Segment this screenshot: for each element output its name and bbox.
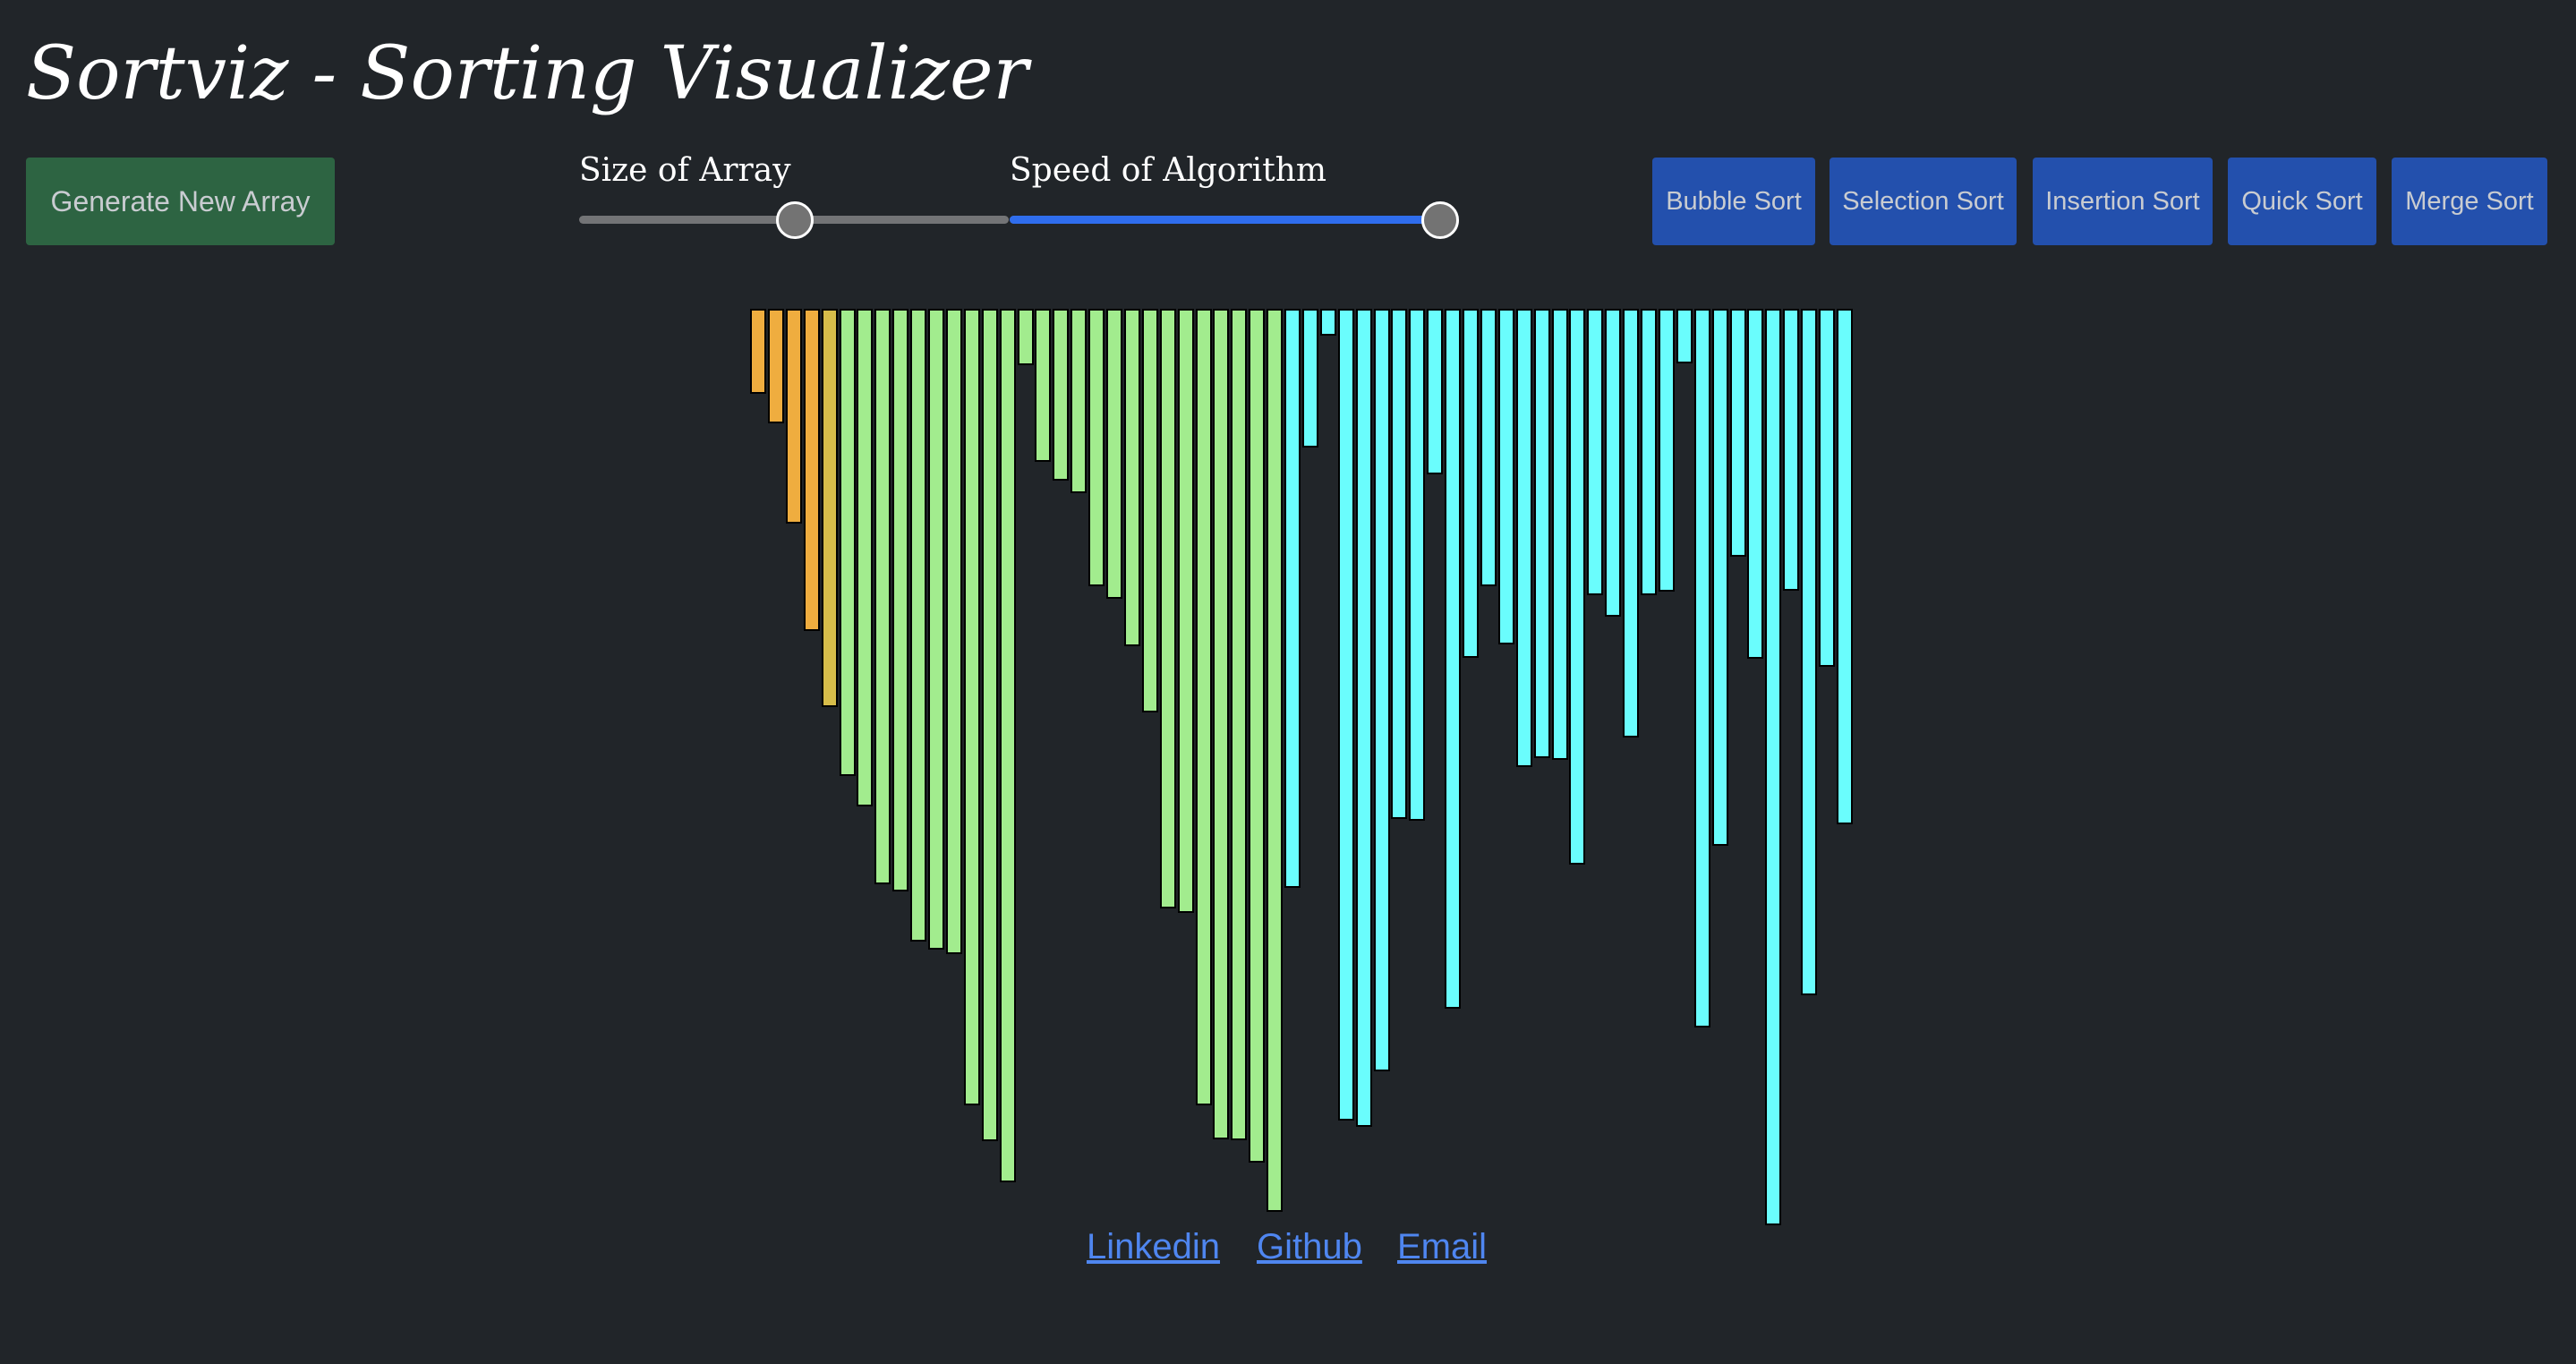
- size-slider-label: Size of Array: [579, 152, 791, 189]
- array-bar: [1355, 309, 1372, 1127]
- array-bar: [1445, 309, 1462, 1009]
- array-bar: [910, 309, 927, 942]
- array-bar: [767, 309, 784, 423]
- array-bar: [1427, 309, 1444, 474]
- array-bar: [1765, 309, 1782, 1225]
- array-bar: [945, 309, 962, 954]
- array-bar: [1551, 309, 1568, 760]
- array-bar: [1088, 309, 1105, 586]
- array-bar: [1569, 309, 1586, 865]
- array-bar: [1836, 309, 1853, 824]
- array-bar: [839, 309, 856, 776]
- array-bar: [1693, 309, 1710, 1027]
- speed-slider-thumb[interactable]: [1421, 201, 1459, 239]
- array-bar: [857, 309, 874, 806]
- array-bar: [1141, 309, 1158, 712]
- bubble-sort-button[interactable]: Bubble Sort: [1652, 158, 1815, 245]
- array-bar: [1515, 309, 1532, 767]
- array-bar: [1623, 309, 1640, 737]
- page-title: Sortviz - Sorting Visualizer: [26, 31, 1028, 116]
- size-slider-fill: [579, 216, 794, 224]
- array-bar: [1676, 309, 1693, 363]
- array-bar: [1053, 309, 1070, 481]
- quick-sort-button[interactable]: Quick Sort: [2228, 158, 2376, 245]
- array-bar: [1123, 309, 1140, 646]
- array-bar: [1301, 309, 1318, 448]
- array-bar: [1195, 309, 1212, 1105]
- array-bar: [1783, 309, 1800, 591]
- array-bar: [1213, 309, 1230, 1139]
- array-bar: [1391, 309, 1408, 819]
- array-bar: [928, 309, 944, 950]
- array-bar: [1463, 309, 1479, 658]
- array-bar: [1533, 309, 1550, 758]
- array-bar: [1267, 309, 1284, 1212]
- generate-new-array-button[interactable]: Generate New Array: [26, 158, 335, 245]
- array-bar: [1480, 309, 1497, 586]
- array-bar: [1249, 309, 1266, 1163]
- array-bar: [1177, 309, 1194, 913]
- array-bar: [1409, 309, 1426, 821]
- array-bar: [1729, 309, 1746, 557]
- array-bar: [1159, 309, 1176, 908]
- array-size-slider[interactable]: [579, 201, 1009, 239]
- array-bar: [1711, 309, 1728, 846]
- speed-slider-fill: [1010, 216, 1439, 224]
- array-bar: [1035, 309, 1052, 462]
- array-bar: [1801, 309, 1818, 995]
- array-bar: [1819, 309, 1835, 667]
- array-bar: [981, 309, 998, 1141]
- selection-sort-button[interactable]: Selection Sort: [1830, 158, 2017, 245]
- array-bar: [999, 309, 1016, 1182]
- array-bar: [803, 309, 820, 631]
- array-bar: [1231, 309, 1248, 1140]
- array-bar: [821, 309, 838, 707]
- array-bar: [1641, 309, 1657, 595]
- github-link[interactable]: Github: [1257, 1227, 1362, 1266]
- array-bar: [892, 309, 909, 891]
- array-bar: [1373, 309, 1390, 1071]
- algorithm-speed-slider[interactable]: [1010, 201, 1459, 239]
- speed-slider-label: Speed of Algorithm: [1010, 152, 1326, 189]
- array-bar: [1497, 309, 1514, 644]
- array-bar: [750, 309, 766, 394]
- size-slider-thumb[interactable]: [776, 201, 814, 239]
- array-bar: [1106, 309, 1122, 599]
- array-bar: [1070, 309, 1088, 493]
- array-bar: [874, 309, 891, 884]
- linkedin-link[interactable]: Linkedin: [1087, 1227, 1221, 1266]
- array-bar: [1747, 309, 1764, 659]
- email-link[interactable]: Email: [1397, 1227, 1488, 1266]
- array-bar: [1017, 309, 1034, 365]
- insertion-sort-button[interactable]: Insertion Sort: [2033, 158, 2213, 245]
- array-bar: [1605, 309, 1622, 617]
- array-bar: [1284, 309, 1301, 888]
- array-bars-container: [750, 309, 1853, 1225]
- array-bar: [1587, 309, 1604, 595]
- array-bar: [963, 309, 980, 1105]
- footer-links: Linkedin Github Email: [0, 1222, 2576, 1275]
- array-bar: [1319, 309, 1336, 336]
- merge-sort-button[interactable]: Merge Sort: [2392, 158, 2547, 245]
- array-bar: [785, 309, 802, 524]
- array-bar: [1658, 309, 1675, 592]
- array-bar: [1337, 309, 1354, 1121]
